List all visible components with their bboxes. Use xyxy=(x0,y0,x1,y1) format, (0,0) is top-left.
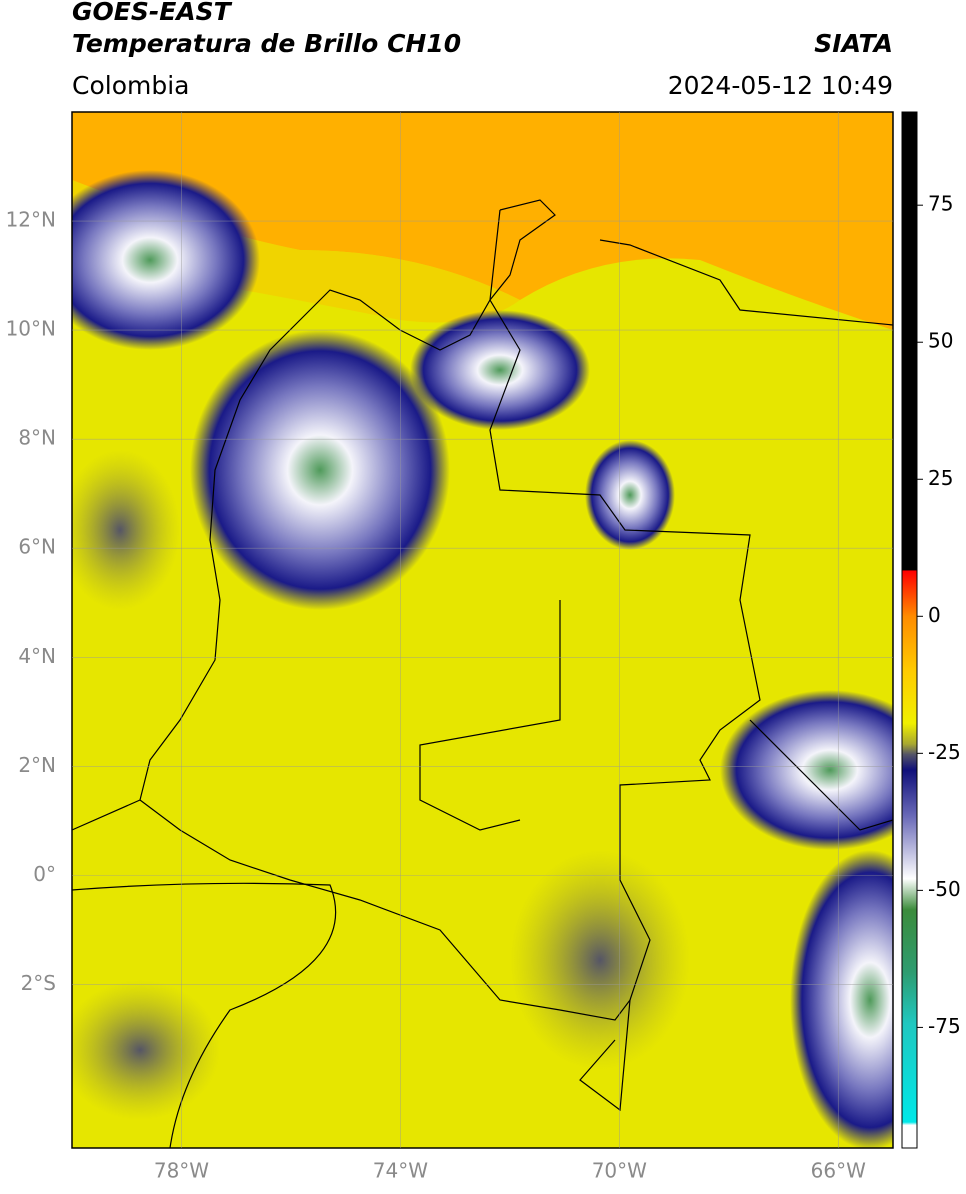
y-tick-label: 4°N xyxy=(18,644,56,668)
colorbar-tick-label: 0 xyxy=(928,603,941,627)
x-tick-label: 78°W xyxy=(154,1159,209,1183)
y-tick-label: 2°S xyxy=(21,971,56,995)
colorbar-tick-label: 50 xyxy=(928,329,953,353)
colorbar xyxy=(901,111,918,1149)
map-frame xyxy=(71,111,894,1149)
x-tick-label: 70°W xyxy=(592,1159,647,1183)
subtitle: Temperatura de Brillo CH10 xyxy=(72,29,461,58)
x-tick-label: 74°W xyxy=(373,1159,428,1183)
colorbar-tick-label: -50 xyxy=(928,877,961,901)
colorbar-tick-label: 75 xyxy=(928,192,953,216)
colorbar-tick-label: 25 xyxy=(928,466,953,490)
satellite-image xyxy=(72,112,893,1148)
y-tick-label: 6°N xyxy=(18,535,56,559)
y-tick-label: 2°N xyxy=(18,753,56,777)
colorbar-tick-label: -75 xyxy=(928,1014,961,1038)
region: Colombia xyxy=(72,71,189,100)
y-tick-label: 12°N xyxy=(6,208,56,232)
title: GOES-EAST xyxy=(72,0,233,26)
source: SIATA xyxy=(814,29,893,58)
datetime: 2024-05-12 10:49 xyxy=(668,71,893,100)
y-tick-label: 0° xyxy=(33,862,56,886)
y-tick-label: 8°N xyxy=(18,426,56,450)
x-tick-label: 66°W xyxy=(811,1159,866,1183)
colorbar-tick-label: -25 xyxy=(928,740,961,764)
y-tick-label: 10°N xyxy=(6,317,56,341)
